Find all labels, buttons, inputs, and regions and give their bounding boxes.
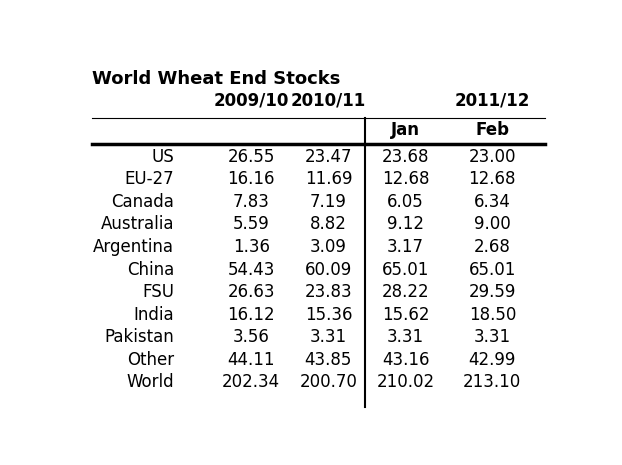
Text: 23.68: 23.68 — [382, 148, 429, 166]
Text: 3.09: 3.09 — [310, 238, 347, 256]
Text: 12.68: 12.68 — [382, 170, 429, 188]
Text: Feb: Feb — [475, 121, 509, 140]
Text: Pakistan: Pakistan — [104, 328, 174, 346]
Text: 3.17: 3.17 — [387, 238, 424, 256]
Text: 44.11: 44.11 — [228, 351, 275, 369]
Text: 3.56: 3.56 — [233, 328, 270, 346]
Text: 11.69: 11.69 — [305, 170, 352, 188]
Text: Argentina: Argentina — [93, 238, 174, 256]
Text: 213.10: 213.10 — [463, 373, 521, 392]
Text: Canada: Canada — [111, 193, 174, 211]
Text: US: US — [151, 148, 174, 166]
Text: 42.99: 42.99 — [468, 351, 516, 369]
Text: 2009/10: 2009/10 — [213, 92, 289, 110]
Text: 65.01: 65.01 — [468, 260, 516, 279]
Text: 9.12: 9.12 — [387, 215, 424, 233]
Text: China: China — [127, 260, 174, 279]
Text: 12.68: 12.68 — [468, 170, 516, 188]
Text: 2010/11: 2010/11 — [291, 92, 366, 110]
Text: Other: Other — [127, 351, 174, 369]
Text: 5.59: 5.59 — [233, 215, 270, 233]
Text: 9.00: 9.00 — [474, 215, 511, 233]
Text: 28.22: 28.22 — [382, 283, 429, 301]
Text: 7.83: 7.83 — [233, 193, 270, 211]
Text: 15.36: 15.36 — [305, 306, 352, 324]
Text: 60.09: 60.09 — [305, 260, 352, 279]
Text: 26.63: 26.63 — [228, 283, 275, 301]
Text: 16.12: 16.12 — [228, 306, 275, 324]
Text: 15.62: 15.62 — [382, 306, 429, 324]
Text: 210.02: 210.02 — [376, 373, 435, 392]
Text: 1.36: 1.36 — [233, 238, 270, 256]
Text: 43.16: 43.16 — [382, 351, 429, 369]
Text: 3.31: 3.31 — [387, 328, 424, 346]
Text: 65.01: 65.01 — [382, 260, 429, 279]
Text: 200.70: 200.70 — [299, 373, 358, 392]
Text: 23.83: 23.83 — [305, 283, 352, 301]
Text: 23.47: 23.47 — [305, 148, 352, 166]
Text: FSU: FSU — [142, 283, 174, 301]
Text: 202.34: 202.34 — [222, 373, 281, 392]
Text: 6.34: 6.34 — [474, 193, 511, 211]
Text: 26.55: 26.55 — [228, 148, 275, 166]
Text: Australia: Australia — [101, 215, 174, 233]
Text: 29.59: 29.59 — [468, 283, 516, 301]
Text: India: India — [134, 306, 174, 324]
Text: 6.05: 6.05 — [387, 193, 424, 211]
Text: World: World — [126, 373, 174, 392]
Text: 16.16: 16.16 — [228, 170, 275, 188]
Text: 18.50: 18.50 — [468, 306, 516, 324]
Text: 8.82: 8.82 — [310, 215, 347, 233]
Text: 7.19: 7.19 — [310, 193, 347, 211]
Text: 2.68: 2.68 — [474, 238, 511, 256]
Text: 2011/12: 2011/12 — [455, 92, 530, 110]
Text: EU-27: EU-27 — [124, 170, 174, 188]
Text: 3.31: 3.31 — [474, 328, 511, 346]
Text: 23.00: 23.00 — [468, 148, 516, 166]
Text: 3.31: 3.31 — [310, 328, 347, 346]
Text: World Wheat End Stocks: World Wheat End Stocks — [92, 70, 341, 88]
Text: 43.85: 43.85 — [305, 351, 352, 369]
Text: 54.43: 54.43 — [228, 260, 275, 279]
Text: Jan: Jan — [391, 121, 420, 140]
